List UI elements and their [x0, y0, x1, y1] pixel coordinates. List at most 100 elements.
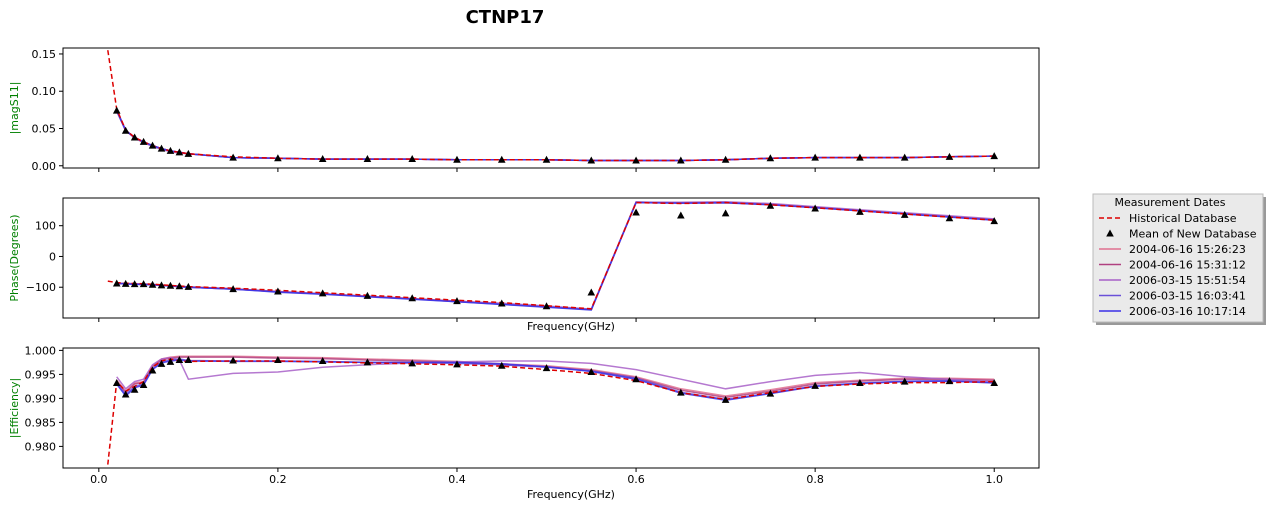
mean-new-point	[632, 208, 640, 216]
mean-new-point	[148, 366, 157, 374]
y-tick-label: 100	[35, 220, 56, 233]
axes-frame	[62, 347, 1040, 469]
historical-database-line	[107, 358, 995, 465]
mean-new-point	[318, 289, 327, 297]
panel-1: 0.00 0.05 0.10 0.15 |magS11|	[8, 47, 1040, 173]
mean-new-point	[121, 126, 130, 134]
mean-new-point	[184, 149, 193, 157]
y-tick-label: 0.10	[32, 85, 57, 98]
y-axis-label: |Efficiency|	[8, 378, 21, 438]
series-line-3	[116, 200, 995, 310]
mean-new-point	[945, 377, 954, 385]
mean-new-point	[157, 144, 166, 152]
mean-new-point	[274, 287, 282, 295]
mean-new-point	[945, 152, 954, 160]
x-tick-label: 1.0	[985, 473, 1003, 486]
y-tick-label: 0	[49, 250, 56, 263]
mean-new-point	[990, 379, 999, 387]
mean-new-point	[945, 214, 954, 222]
mean-new-point	[587, 368, 596, 375]
legend-label: 2004-06-16 15:26:23	[1129, 243, 1246, 256]
mean-new-point	[274, 154, 282, 162]
mean-new-point	[632, 375, 640, 383]
mean-new-point	[677, 388, 685, 396]
x-tick-label: 0.2	[269, 473, 287, 486]
mean-new-point	[721, 209, 730, 217]
mean-new-point	[408, 155, 417, 163]
mean-new-point	[112, 379, 121, 387]
mean-new-point	[497, 299, 506, 307]
legend-label: Historical Database	[1129, 212, 1237, 225]
mean-new-point	[363, 291, 372, 299]
y-axis-label: |magS11|	[8, 82, 21, 135]
mean-new-point	[453, 297, 461, 305]
y-tick-label: 0.15	[32, 48, 57, 61]
mean-new-point	[587, 288, 596, 296]
legend-entry: Historical Database	[1099, 212, 1237, 225]
mean-new-point	[166, 357, 175, 365]
series-line-2	[116, 201, 995, 311]
y-tick-label: 0.05	[32, 122, 57, 135]
panel-3: 0.0 0.2 0.4 0.6 0.8 1.0 1.000 0.995 0.990 0.985 0.…	[8, 344, 1040, 501]
x-tick-label: 0.0	[90, 473, 108, 486]
mean-new-point	[175, 356, 184, 363]
x-tick-label: 0.6	[627, 473, 645, 486]
mean-new-point	[229, 356, 237, 364]
legend: Measurement Dates Historical Database Mean…	[1092, 193, 1266, 325]
series-line-4	[116, 358, 995, 401]
y-tick-label: −100	[26, 281, 56, 294]
mean-new-point	[157, 281, 166, 289]
historical-database-line	[107, 201, 995, 310]
mean-new-point	[112, 279, 121, 287]
legend-label: 2004-06-16 15:31:12	[1129, 259, 1246, 272]
historical-database-line	[107, 50, 995, 162]
mean-new-point	[363, 358, 372, 366]
y-tick-label: 0.995	[25, 368, 57, 381]
mean-new-point	[721, 155, 730, 163]
mean-new-point	[990, 152, 999, 160]
mean-new-point	[112, 106, 121, 114]
legend-entry: 2004-06-16 15:31:12	[1099, 259, 1246, 272]
mean-new-point	[229, 153, 237, 161]
mean-new-point	[497, 361, 506, 369]
panels: 0.00 0.05 0.10 0.15 |magS11| 100 0 −100 Phase(De…	[8, 47, 1040, 501]
series-line-4	[116, 201, 995, 311]
mean-new-point	[148, 280, 157, 288]
mean-new-point	[677, 211, 685, 219]
mean-new-point	[166, 146, 175, 154]
mean-new-point	[363, 155, 372, 163]
mean-new-point	[121, 390, 130, 398]
series-line-3	[116, 111, 995, 162]
x-axis-label: Frequency(GHz)	[527, 488, 615, 501]
mean-new-point	[139, 380, 148, 388]
legend-label: 2006-03-15 15:51:54	[1129, 274, 1246, 287]
mean-new-point	[175, 282, 184, 290]
mean-new-point	[130, 280, 139, 288]
plot-area	[107, 355, 995, 465]
mean-new-point	[856, 153, 864, 161]
y-tick-label: 0.990	[25, 392, 57, 405]
mean-new-point	[453, 155, 461, 163]
mean-new-point	[677, 156, 685, 164]
series-line-2	[116, 356, 995, 399]
legend-entry: 2006-03-15 15:51:54	[1099, 274, 1246, 287]
y-axis-label: Phase(Degrees)	[8, 214, 21, 301]
mean-new-point	[318, 155, 327, 163]
series-line-1	[116, 201, 995, 311]
legend-label: Mean of New Database	[1129, 228, 1257, 241]
series-line-5	[116, 110, 995, 162]
mean-new-point	[184, 282, 193, 290]
mean-new-point	[139, 280, 148, 288]
legend-entry: 2006-03-15 16:03:41	[1099, 290, 1246, 303]
axes-frame	[62, 47, 1040, 169]
x-tick-label: 0.4	[448, 473, 466, 486]
x-axis-label: Frequency(GHz)	[527, 320, 615, 333]
legend-box	[1092, 193, 1264, 323]
y-tick-label: 0.985	[25, 416, 57, 429]
series-line-1	[116, 110, 995, 162]
mean-new-point	[811, 381, 819, 389]
legend-swatch	[1106, 229, 1114, 237]
x-tick-label: 0.8	[806, 473, 824, 486]
mean-new-point	[811, 153, 819, 161]
